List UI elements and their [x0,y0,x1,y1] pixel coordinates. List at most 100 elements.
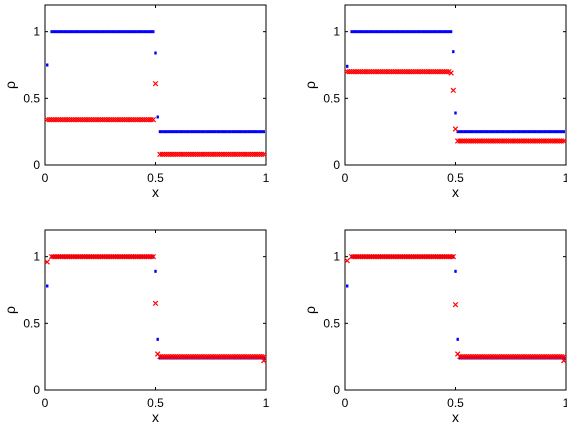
data-point [167,356,170,360]
data-point [83,30,86,34]
data-point [531,356,535,360]
data-point [145,30,148,34]
data-point [478,130,482,134]
data-point [199,353,205,360]
data-point [169,356,173,360]
data-point [152,300,159,307]
data-point [71,116,77,123]
data-point [64,253,70,260]
x-tick-label: 1 [263,171,270,185]
data-point [496,130,499,134]
data-point [516,356,519,360]
data-point [218,356,221,360]
data-point [401,253,408,260]
data-point [483,353,490,360]
data-point [541,138,547,144]
data-point [540,130,543,134]
data-point [507,130,510,134]
data-point [255,356,259,360]
data-point [415,253,421,260]
data-point [192,151,199,158]
data-point [172,151,179,158]
data-point [558,130,561,134]
data-point [536,356,539,360]
data-point [174,151,181,158]
data-point [456,337,459,341]
data-point [437,68,443,75]
data-point [529,130,532,134]
data-point [92,30,95,34]
data-point [443,253,450,260]
data-point [177,151,183,158]
data-point [354,30,358,34]
data-point [252,151,258,158]
data-point [477,353,483,360]
x-axis-label: x [152,409,159,425]
data-point [221,353,227,360]
data-point [179,353,185,360]
data-point [543,138,549,144]
data-point [496,138,503,144]
data-point [170,151,176,158]
data-point [531,130,535,134]
panel-1: 0 0.5 1 0 0.5 1 x ρ [2,4,270,200]
data-point [66,253,73,260]
data-point [70,30,73,34]
data-point [110,253,117,260]
data-point [417,68,423,75]
y-axis-label: ρ [302,306,318,314]
data-point [545,353,552,360]
data-point [562,356,565,360]
data-point [368,253,375,260]
data-point [388,30,391,34]
data-point [401,30,404,34]
data-point [233,130,237,134]
data-point [115,253,121,260]
data-point [214,151,221,158]
data-point [127,30,131,34]
data-point [134,30,137,34]
data-point [558,356,561,360]
y-tick-label: 0.5 [323,91,340,105]
data-point [408,253,415,260]
data-point [107,30,111,34]
data-point [148,116,154,123]
y-tick-label: 0.5 [23,91,40,105]
data-point [165,130,168,134]
data-point [194,151,201,158]
data-point [208,151,214,158]
data-point [556,138,563,144]
data-point [194,356,197,360]
data-point [379,68,386,75]
x-tick-label: 0.5 [147,171,164,185]
data-point [229,356,232,360]
data-point [441,68,448,75]
data-point [534,353,540,360]
data-point [547,353,554,360]
data-point [183,130,186,134]
data-point [471,130,475,134]
data-point [465,356,468,360]
data-point [519,353,525,360]
data-point [180,130,184,134]
data-point [258,356,261,360]
data-point [359,30,362,34]
data-point [84,116,90,123]
x-tick-label: 0 [342,396,349,410]
data-point [258,151,265,158]
data-point [176,130,179,134]
data-point [386,253,392,260]
data-point [251,356,254,360]
data-point [527,130,530,134]
y-axis-label: ρ [302,81,318,89]
data-point [417,253,423,260]
data-point [234,353,240,360]
data-point [112,253,119,260]
data-point [240,130,243,134]
data-point [438,30,442,34]
data-point [65,30,69,34]
data-point [90,116,97,123]
data-point [229,130,232,134]
data-point [463,130,466,134]
data-point [443,68,450,75]
